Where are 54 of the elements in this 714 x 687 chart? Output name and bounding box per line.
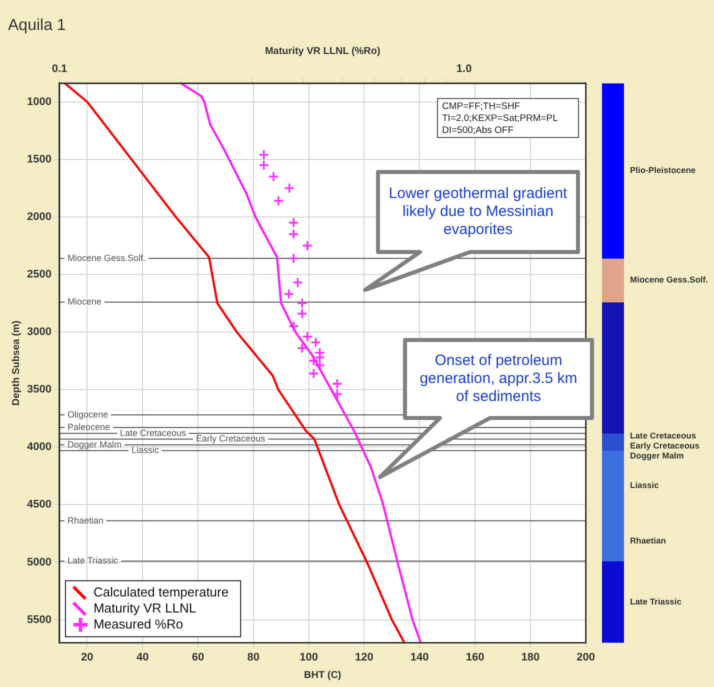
x-tick-label: 80: [247, 651, 260, 664]
x-tick-label: 200: [576, 651, 596, 664]
series-label: Late Triassic: [630, 596, 682, 606]
ref-line-label: Dogger Malm: [67, 439, 122, 450]
y-tick-label: 3500: [26, 384, 52, 396]
ref-line-label: Late Triassic: [67, 556, 118, 566]
y-tick-label: 5000: [26, 556, 52, 568]
annotation: Onset of petroleum generation, appr.3.5 km of sediments: [418, 352, 578, 406]
y-tick-label: 1000: [26, 96, 52, 108]
y-tick-label: 2000: [26, 210, 52, 223]
y-tick-label: 4500: [26, 498, 52, 511]
y-tick-label: 4000: [26, 441, 52, 454]
ref-line-label: Liassic: [131, 445, 160, 456]
x-tick-label: 100: [300, 651, 318, 664]
ref-line-label: Late Cretaceous: [120, 428, 187, 438]
legend-label: Measured %Ro: [93, 616, 184, 632]
ref-line-label: Miocene: [67, 296, 102, 307]
ref-line-label: Paleocene: [67, 422, 110, 432]
bar: [602, 302, 624, 434]
legend-label: Calculated temperature: [93, 584, 229, 600]
series-label: Rhaetian: [630, 535, 666, 546]
x-tick-label: 60: [192, 651, 204, 664]
chart-title: Aquila 1: [8, 17, 66, 34]
series-label: Early Cretaceous: [630, 440, 700, 451]
series-label: Plio-Pleistocene: [630, 165, 696, 176]
annotation: Lower geothermal gradient likely due to Messinian evaporites: [388, 185, 568, 239]
y-axis-title: Depth Subsea (m): [10, 320, 22, 406]
x-tick-label: 140: [410, 651, 429, 664]
x2-axis-title: Maturity VR LLNL (%Ro): [264, 46, 380, 57]
y-tick-label: 1500: [26, 153, 52, 166]
y-tick-label: 5500: [26, 614, 52, 626]
y-tick-label: 2500: [26, 268, 52, 280]
x-tick-label: 20: [81, 651, 94, 664]
x2-tick-label: 0.1: [52, 62, 68, 75]
bar: [602, 83, 624, 259]
x-tick-label: 180: [521, 651, 540, 664]
x-axis-title: BHT (C): [304, 670, 342, 681]
ref-line-label: Miocene Gess.Solf.: [67, 252, 146, 263]
x-tick-label: 40: [136, 651, 149, 664]
x-tick-label: 160: [466, 651, 484, 664]
bar: [602, 258, 624, 302]
ref-line-label: Early Cretaceous: [196, 434, 266, 444]
annotation: CMP=FF;TH=SHF TI=2.0;KEXP=Sat;PRM=PL DI=500;Abs OFF: [437, 98, 579, 138]
y-tick-label: 3000: [26, 326, 52, 338]
ref-line-label: Rhaetian: [67, 515, 104, 526]
series-label: Late Cretaceous: [630, 430, 696, 441]
legend-label: Maturity VR LLNL: [93, 600, 196, 616]
series-label: Liassic: [630, 480, 660, 490]
series-label: Dogger Malm: [630, 450, 684, 461]
series-label: Miocene Gess.Solf.: [630, 274, 708, 285]
x-tick-label: 120: [355, 651, 374, 664]
ref-line-label: Oligocene: [67, 409, 108, 420]
bar: [602, 560, 624, 643]
x2-tick-label: 1.0: [456, 62, 472, 75]
